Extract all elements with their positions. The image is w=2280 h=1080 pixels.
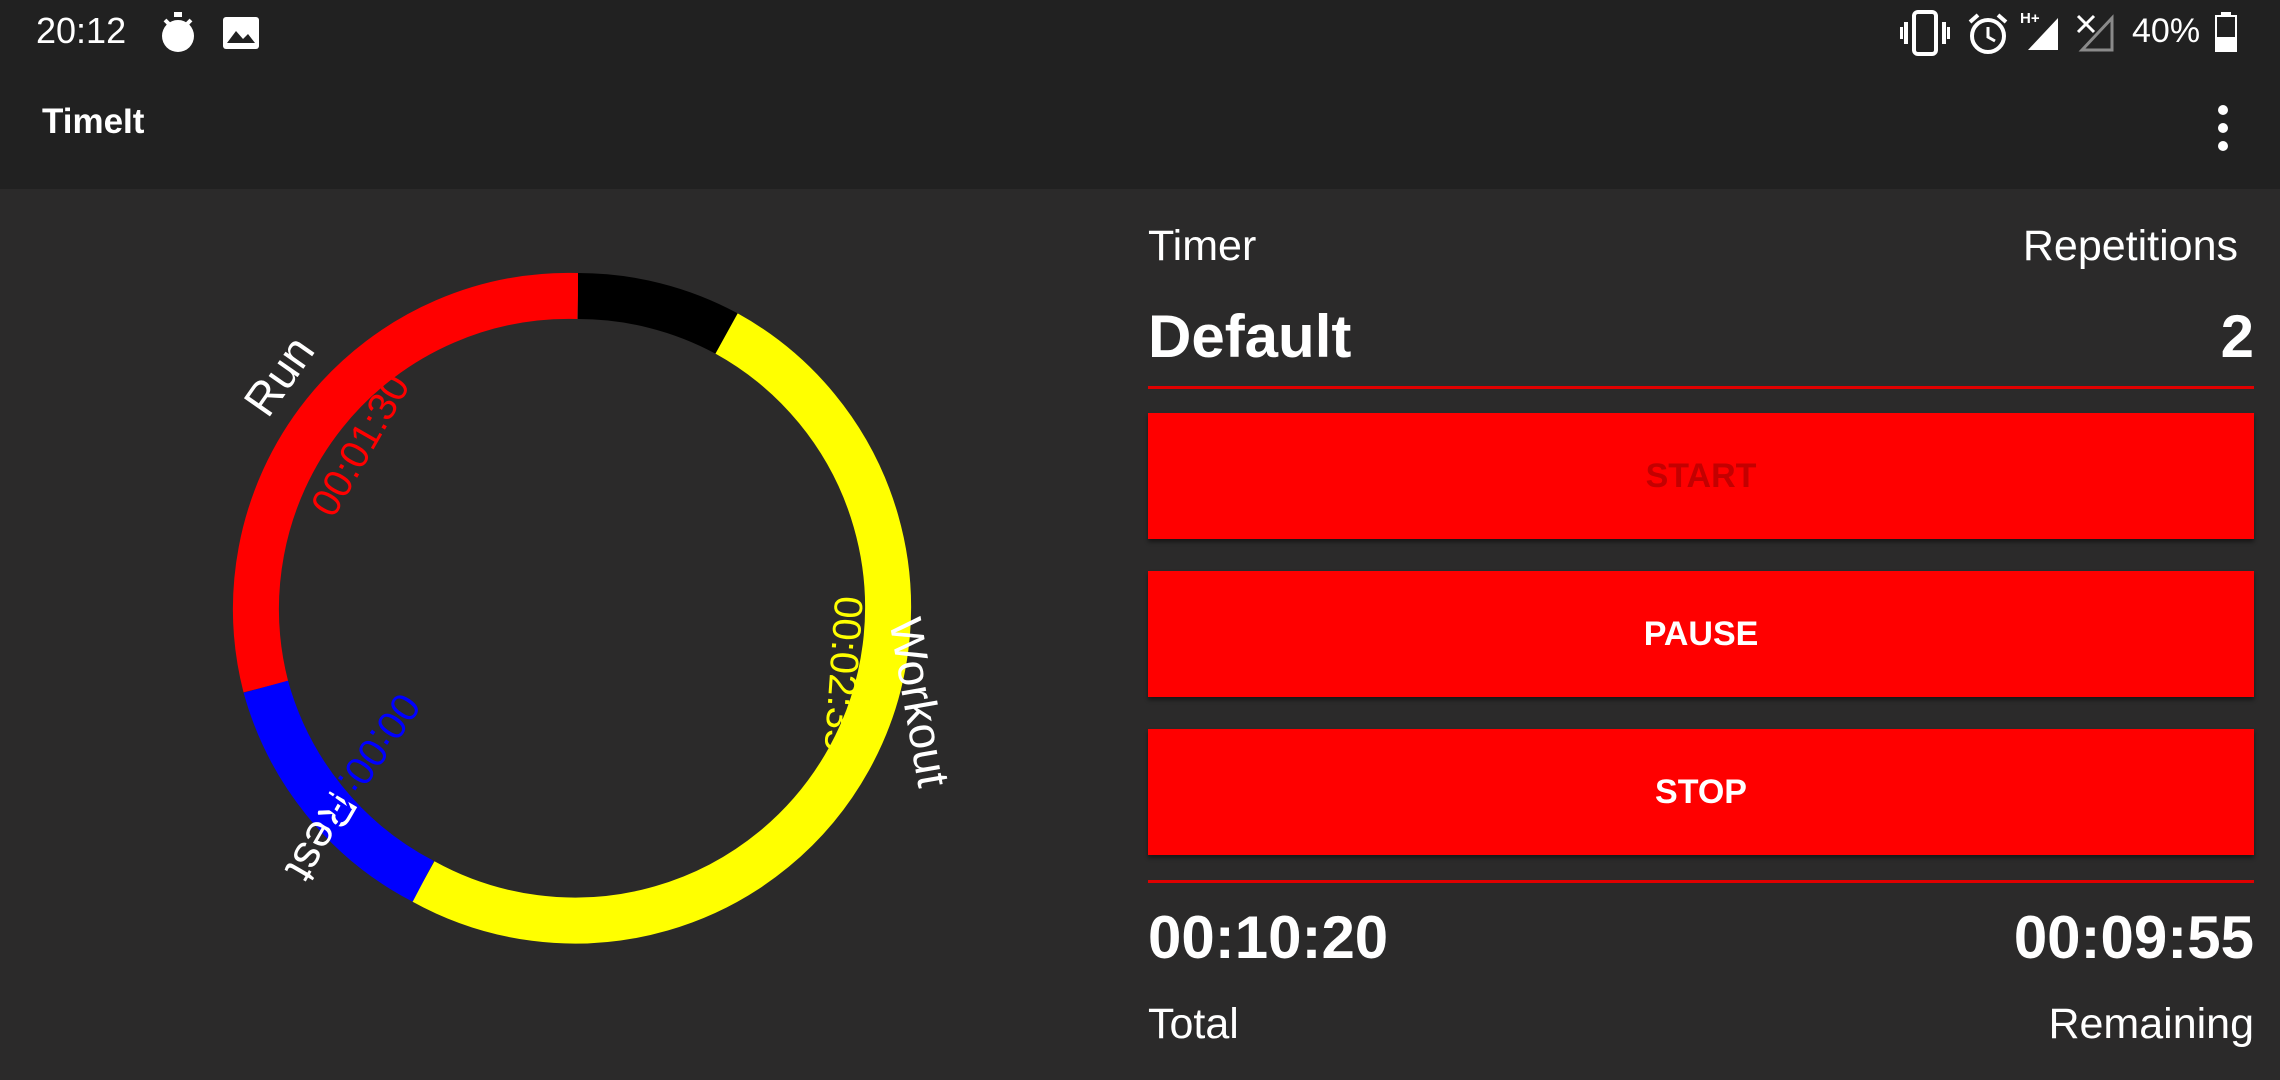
no-signal-icon bbox=[2074, 10, 2118, 56]
timer-label: Timer bbox=[1148, 222, 1256, 271]
alarm-icon bbox=[1966, 12, 2010, 56]
repetitions-label: Repetitions bbox=[2023, 222, 2238, 271]
more-options-button[interactable] bbox=[2196, 98, 2250, 158]
battery-level: 40% bbox=[2132, 12, 2200, 51]
remaining-label: Remaining bbox=[2048, 1000, 2254, 1049]
battery-icon bbox=[2214, 12, 2238, 52]
app-title: TimeIt bbox=[42, 102, 144, 142]
app-bar: TimeIt bbox=[0, 66, 2280, 189]
progress-segment bbox=[578, 296, 727, 334]
start-button[interactable]: START bbox=[1148, 413, 2254, 539]
interval-ring: Run 00:01:30 Workout 00:02:35 Rest 00:00… bbox=[0, 189, 1120, 1080]
stopwatch-icon bbox=[158, 12, 198, 54]
signal-icon: H+ bbox=[2020, 10, 2064, 56]
remaining-time: 00:09:55 bbox=[2014, 903, 2254, 972]
bottom-divider bbox=[1148, 880, 2254, 883]
status-time: 20:12 bbox=[36, 10, 126, 52]
pause-button[interactable]: PAUSE bbox=[1148, 571, 2254, 697]
total-label: Total bbox=[1148, 1000, 1239, 1049]
stop-button[interactable]: STOP bbox=[1148, 729, 2254, 855]
total-time: 00:10:20 bbox=[1148, 903, 1388, 972]
workout-segment bbox=[423, 334, 888, 921]
status-bar: 20:12 H+ 40% bbox=[0, 0, 2280, 66]
image-icon bbox=[222, 16, 260, 50]
more-vert-icon bbox=[2196, 98, 2250, 158]
timer-name[interactable]: Default bbox=[1148, 302, 1351, 371]
repetitions-value[interactable]: 2 bbox=[2221, 302, 2254, 371]
top-divider bbox=[1148, 386, 2254, 389]
vibrate-icon bbox=[1900, 10, 1950, 56]
